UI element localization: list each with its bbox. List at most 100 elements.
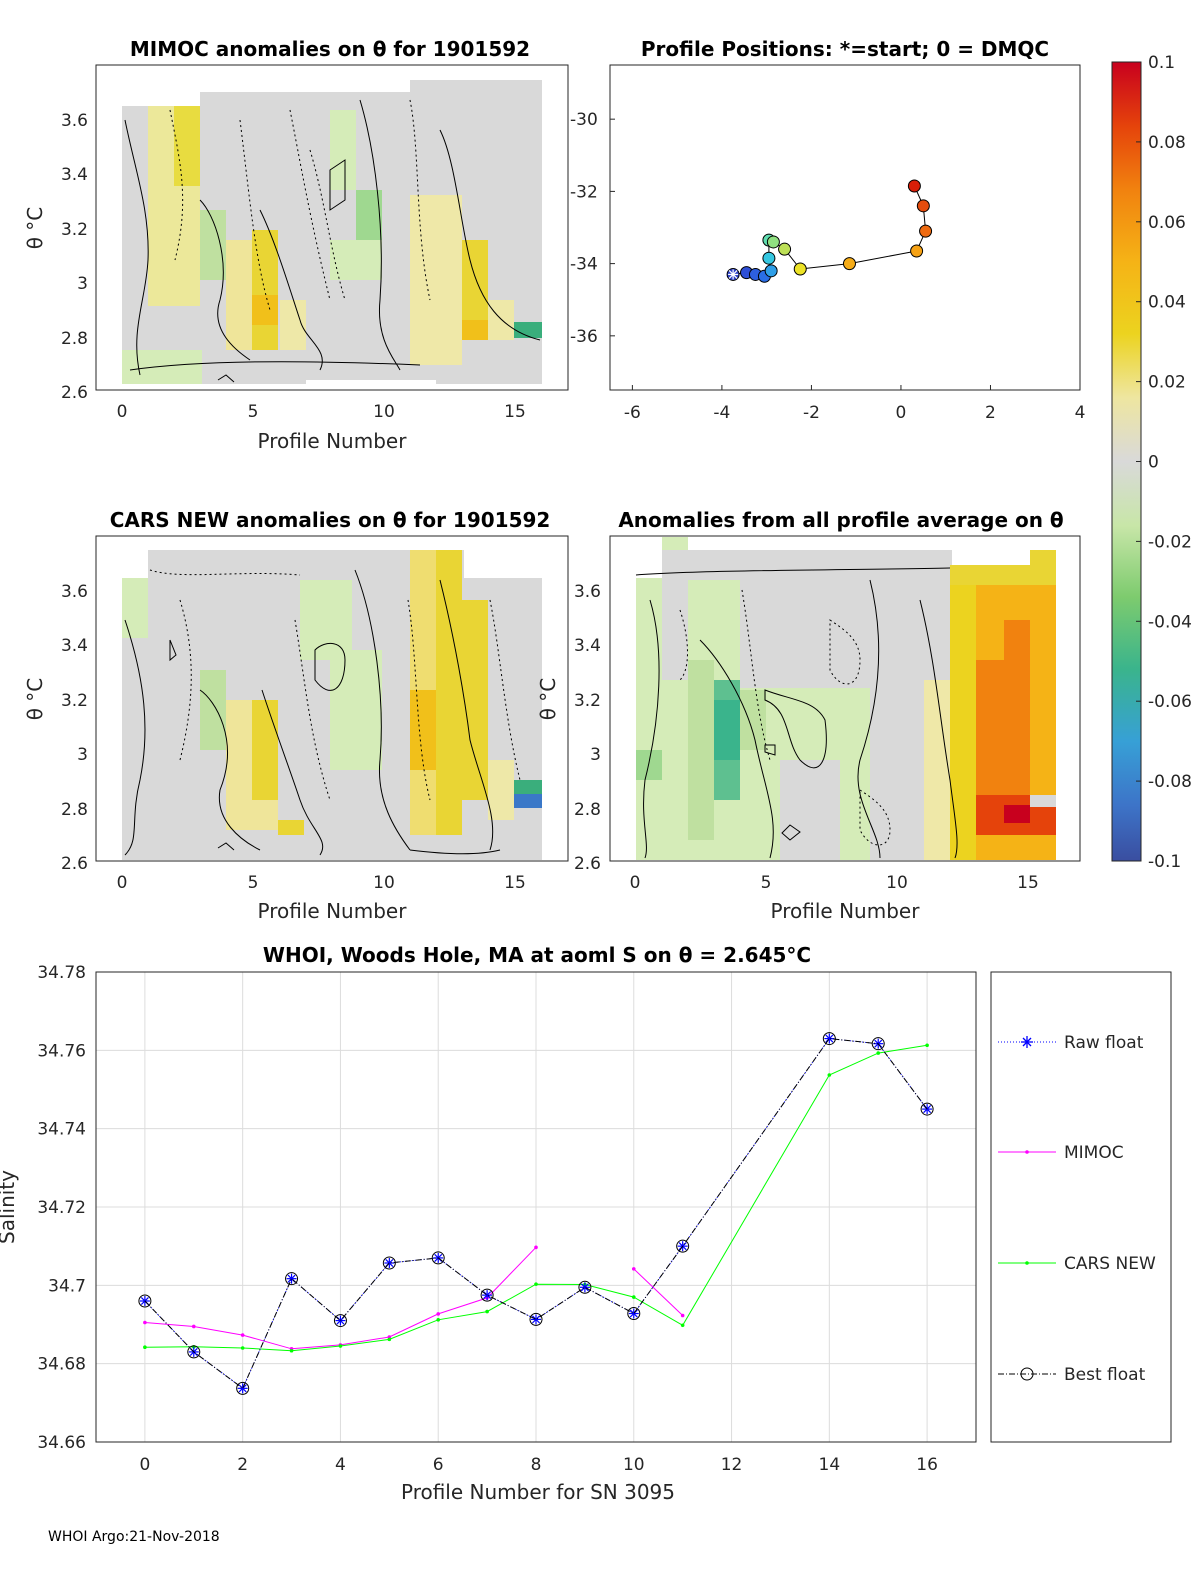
mimoc-contours: [124, 99, 541, 383]
raw-float-point: [482, 1290, 493, 1301]
raw-float-line: [144, 1038, 928, 1390]
salinity-ytick: 34.72: [37, 1198, 86, 1218]
allavg-title: Anomalies from all profile average on θ: [618, 508, 1063, 532]
float-track-line: [733, 185, 927, 277]
mimoc-ytick: 3.6: [61, 111, 88, 131]
profile-positions-panel: Profile Positions: *=start; 0 = DMQC -6-…: [570, 37, 1085, 423]
series-best-float: [138, 1032, 934, 1395]
cars-xlabel: Profile Number: [258, 899, 408, 923]
best-float-point: [431, 1251, 445, 1265]
mimoc-xtick: 15: [504, 402, 526, 422]
mimoc-ytick: 3.2: [61, 220, 88, 240]
salinity-plot-frame: [95, 971, 977, 1443]
salinity-xtick: 6: [433, 1455, 444, 1475]
salinity-legend: Raw float MIMOC CARS NEW Best float: [990, 971, 1172, 1443]
cars-new-point: [240, 1346, 245, 1350]
best-float-point: [285, 1272, 299, 1286]
salinity-xtick: 4: [335, 1455, 346, 1475]
mimoc-point: [240, 1333, 245, 1337]
mimoc-ytick: 2.8: [61, 329, 88, 349]
raw-float-point: [237, 1383, 248, 1394]
allavg-xtick: 5: [761, 873, 772, 893]
best-float-point: [236, 1381, 250, 1395]
raw-float-point: [531, 1314, 541, 1325]
salinity-xtick: 8: [531, 1455, 542, 1475]
colorbar-tick: 0: [1148, 453, 1159, 473]
salinity-y-tick-labels: 34.78 34.76 34.74 34.72 34.7 34.68 34.66: [37, 963, 86, 1453]
mimoc-xtick: 0: [117, 402, 128, 422]
positions-y-tick-labels: -30 -32 -34 -36: [570, 110, 615, 347]
cars-new-point: [436, 1318, 441, 1322]
cars-new-point: [925, 1043, 929, 1048]
cars-anomaly-panel: CARS NEW anomalies on θ for 1901592: [23, 508, 569, 923]
cars-xtick: 5: [248, 873, 259, 893]
positions-xtick: -6: [624, 403, 641, 423]
allavg-ytick: 3: [590, 745, 601, 765]
dot-marker-icon: [1025, 1150, 1029, 1154]
allavg-x-tick-labels: 0 5 10 15: [630, 873, 1039, 893]
best-float-point: [676, 1239, 690, 1253]
cars-new-point: [143, 1345, 147, 1350]
mimoc-point: [143, 1320, 147, 1325]
allavg-xtick: 15: [1017, 873, 1039, 893]
legend-label: Best float: [1064, 1365, 1146, 1385]
allavg-ytick: 3.4: [574, 636, 601, 656]
colorbar-tick: -0.02: [1148, 532, 1192, 552]
legend-entry-raw-float: Raw float: [998, 1033, 1144, 1053]
mimoc-title: MIMOC anomalies on θ for 1901592: [130, 37, 530, 61]
profile-position-point: [764, 264, 778, 278]
profile-position-point: [762, 251, 776, 265]
mimoc-ylabel: θ °C: [23, 207, 47, 250]
allavg-ytick: 3.6: [574, 582, 601, 602]
series-mimoc: [143, 1245, 685, 1351]
best-float-point: [138, 1294, 152, 1308]
colorbar-tick: -0.04: [1148, 612, 1192, 632]
legend-entry-mimoc: MIMOC: [998, 1143, 1124, 1163]
salinity-ytick: 34.7: [48, 1276, 86, 1296]
salinity-x-tick-labels: 0 2 4 6 8 10 12 14 16: [139, 1455, 937, 1475]
raw-float-point: [579, 1282, 590, 1293]
profile-position-point: [907, 179, 921, 193]
salinity-xtick: 10: [623, 1455, 645, 1475]
positions-title: Profile Positions: *=start; 0 = DMQC: [641, 37, 1049, 61]
positions-ytick: -32: [570, 182, 598, 202]
mimoc-x-tick-labels: 0 5 10 15: [117, 402, 526, 422]
cars-new-point: [876, 1051, 881, 1055]
colorbar-tick: -0.1: [1148, 852, 1181, 872]
positions-ytick: -34: [570, 255, 598, 275]
cars-xtick: 0: [117, 873, 128, 893]
mimoc-plot-frame: [95, 64, 569, 391]
cars-ytick: 2.8: [61, 800, 88, 820]
cars-y-tick-labels: 3.6 3.4 3.2 3 2.8 2.6: [61, 582, 88, 874]
all-profile-average-panel: Anomalies from all profile average on θ: [536, 508, 1081, 923]
salinity-xtick: 0: [139, 1455, 150, 1475]
positions-plot-frame: [609, 64, 1081, 391]
salinity-ytick: 34.76: [37, 1041, 86, 1061]
cars-ytick: 3.6: [61, 582, 88, 602]
cars-new-point: [534, 1282, 538, 1286]
mimoc-point: [436, 1312, 441, 1316]
salinity-xtick: 16: [916, 1455, 938, 1475]
mimoc-ytick: 2.6: [61, 383, 88, 403]
legend-label: MIMOC: [1064, 1143, 1124, 1163]
mimoc-xtick: 5: [248, 402, 259, 422]
best-float-point: [529, 1312, 543, 1326]
best-float-point: [382, 1256, 396, 1270]
salinity-gridlines: [96, 971, 976, 1443]
footer-stamp: WHOI Argo:21-Nov-2018: [48, 1529, 220, 1545]
allavg-ytick: 3.2: [574, 691, 601, 711]
allavg-plot-frame: [609, 535, 1081, 862]
mimoc-ytick: 3: [77, 274, 88, 294]
cars-ytick: 3: [77, 745, 88, 765]
allavg-y-tick-labels: 3.6 3.4 3.2 3 2.8 2.6: [574, 582, 601, 874]
best-float-point: [871, 1037, 885, 1051]
mimoc-point: [191, 1324, 196, 1329]
cars-new-point: [289, 1348, 294, 1353]
cars-ylabel: θ °C: [23, 678, 47, 721]
allavg-heatmap-cells: [636, 537, 1056, 860]
profile-position-point: [842, 257, 856, 271]
allavg-xlabel: Profile Number: [771, 899, 921, 923]
positions-x-tick-labels: -6 -4 -2 0 2 4: [624, 385, 1086, 423]
cars-new-point: [338, 1344, 343, 1348]
positions-xtick: 4: [1075, 403, 1086, 423]
